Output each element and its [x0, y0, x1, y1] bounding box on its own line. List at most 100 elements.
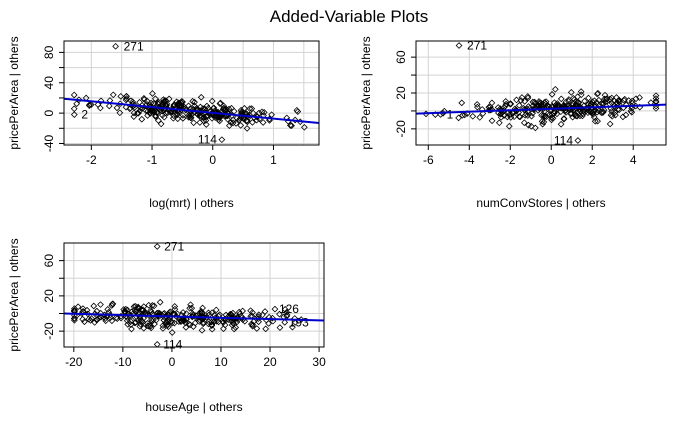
- data-point: [547, 107, 554, 115]
- data-point: [625, 97, 633, 104]
- data-point: [515, 102, 523, 109]
- data-point: [159, 325, 167, 332]
- data-point: [538, 111, 545, 119]
- data-point: [157, 120, 165, 128]
- data-point: [145, 322, 153, 330]
- data-point: [505, 122, 513, 130]
- data-point: [156, 106, 164, 114]
- data-point: [540, 118, 548, 126]
- data-point: [548, 90, 556, 98]
- data-point: [500, 112, 508, 119]
- data-point: [562, 98, 570, 106]
- x-tick-label: 1: [270, 153, 277, 167]
- data-point: [226, 122, 233, 130]
- data-point: [557, 108, 565, 116]
- y-tick-label: -40: [42, 134, 56, 152]
- data-point: [193, 107, 200, 115]
- data-point: [84, 310, 92, 318]
- data-point: [179, 114, 187, 122]
- grid: [416, 41, 666, 145]
- data-point: [243, 117, 251, 124]
- data-point: [187, 301, 194, 309]
- data-point: [440, 107, 448, 115]
- data-point: [281, 305, 289, 313]
- data-point: [541, 112, 549, 120]
- data-point: [117, 314, 125, 322]
- data-point: [86, 101, 93, 108]
- data-point: [171, 303, 179, 310]
- data-point: [571, 111, 578, 119]
- outlier-label: 2: [81, 108, 88, 122]
- data-point: [188, 304, 196, 312]
- data-point: [249, 309, 256, 316]
- data-point: [488, 99, 496, 107]
- data-point: [248, 105, 256, 113]
- data-point: [560, 115, 568, 123]
- data-point: [526, 104, 534, 112]
- data-point: [455, 114, 462, 122]
- x-tick-label: -20: [65, 355, 83, 369]
- data-point: [113, 104, 121, 112]
- y-tick-label: 80: [42, 45, 56, 59]
- x-tick-label: -2: [86, 153, 97, 167]
- data-point: [215, 116, 222, 124]
- data-point: [165, 315, 172, 323]
- data-point: [615, 97, 623, 104]
- data-point: [535, 98, 543, 105]
- data-point: [85, 315, 93, 323]
- data-point: [301, 123, 308, 131]
- data-point: [208, 309, 216, 317]
- data-point: [134, 109, 141, 117]
- data-point: [283, 308, 291, 316]
- data-point: [152, 95, 159, 103]
- data-point: [147, 324, 155, 332]
- data-point: [165, 95, 173, 103]
- data-point: [150, 302, 158, 310]
- outlier-label: 271: [124, 39, 144, 53]
- data-point: [174, 100, 182, 108]
- y-tick-label: 60: [394, 50, 408, 64]
- data-point: [560, 104, 567, 111]
- data-point: [247, 307, 254, 315]
- data-point: [102, 317, 110, 325]
- data-point: [577, 88, 585, 96]
- data-point: [459, 111, 466, 119]
- data-point: [108, 302, 116, 309]
- data-point: [595, 107, 603, 115]
- x-tick-label: 20: [263, 355, 277, 369]
- plot-frame: [63, 242, 325, 348]
- data-point: [239, 110, 247, 118]
- data-point: [153, 108, 161, 116]
- x-axis-label: houseAge | others: [145, 400, 242, 414]
- data-point: [143, 97, 151, 105]
- data-point: [116, 100, 124, 108]
- data-point: [255, 318, 262, 326]
- data-point: [117, 92, 125, 100]
- data-point: [70, 105, 78, 113]
- data-point: [502, 100, 510, 108]
- data-point: [136, 323, 144, 330]
- data-point: [232, 120, 240, 127]
- data-point: [611, 109, 619, 116]
- data-point: [182, 323, 190, 331]
- data-point: [134, 304, 142, 312]
- plot-frame: [63, 40, 320, 146]
- x-tick-label: 0: [169, 355, 176, 369]
- points: [70, 42, 308, 144]
- y-tick-label: 20: [42, 289, 56, 303]
- data-point: [632, 95, 640, 103]
- data-point: [87, 101, 95, 109]
- data-point: [160, 97, 168, 105]
- data-point: [149, 107, 157, 114]
- data-point: [507, 114, 515, 121]
- data-point: [162, 109, 170, 117]
- data-point: [183, 315, 190, 323]
- data-point: [227, 119, 235, 126]
- data-point: [515, 113, 523, 120]
- data-point: [652, 92, 660, 100]
- outlier-label: 193: [289, 315, 309, 329]
- x-tick-label: -1: [147, 153, 158, 167]
- data-point: [170, 112, 178, 120]
- data-point: [265, 320, 272, 327]
